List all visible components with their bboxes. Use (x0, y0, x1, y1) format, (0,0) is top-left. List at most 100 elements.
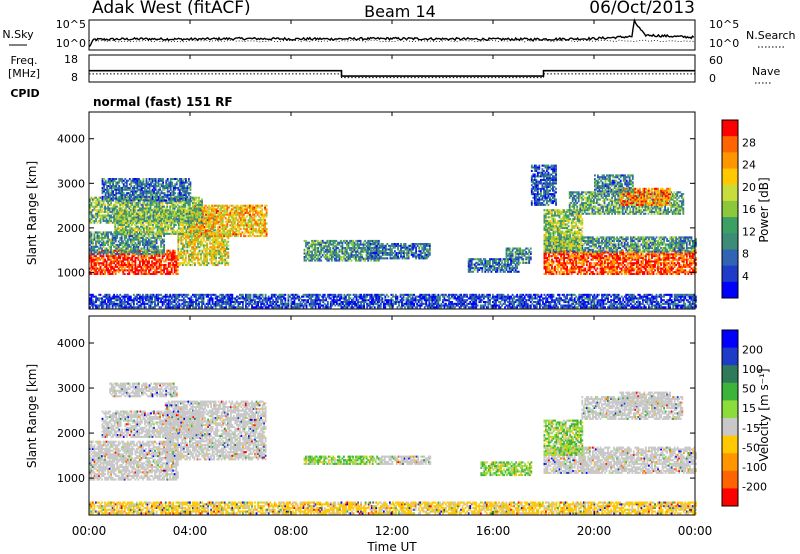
heatmap-cell (107, 219, 110, 222)
heatmap-cell (181, 262, 184, 265)
heatmap-cell (191, 264, 193, 267)
heatmap-cell (187, 225, 189, 228)
heatmap-cell (185, 255, 187, 258)
heatmap-cell (119, 260, 122, 263)
heatmap-cell (162, 179, 165, 182)
heatmap-cell (177, 235, 180, 238)
heatmap-cell (152, 262, 155, 265)
heatmap-cell (122, 262, 125, 265)
noise-right-tick-top: 10^5 (709, 18, 739, 31)
heatmap-cell (125, 256, 128, 259)
heatmap-cell (324, 256, 327, 259)
heatmap-cell (200, 226, 203, 229)
heatmap-cell (162, 186, 165, 189)
heatmap-cell (169, 209, 172, 212)
heatmap-cell (208, 222, 211, 225)
heatmap-cell (99, 252, 102, 255)
heatmap-cell (149, 245, 152, 248)
heatmap-cell (146, 251, 149, 254)
heatmap-cell (167, 219, 170, 222)
heatmap-cell (95, 203, 97, 206)
heatmap-cell (110, 199, 113, 202)
heatmap-cell (95, 205, 97, 208)
heatmap-cell (306, 243, 309, 246)
heatmap-cell (188, 225, 191, 228)
heatmap-cell (117, 260, 120, 263)
heatmap-cell (337, 259, 339, 262)
heatmap-cell (150, 227, 153, 230)
heatmap-cell (175, 183, 178, 186)
heatmap-cell (152, 207, 155, 210)
heatmap-cell (181, 258, 184, 261)
heatmap-cell (179, 223, 182, 226)
heatmap-cell (99, 210, 102, 213)
heatmap-cell (203, 204, 206, 207)
heatmap-cell (149, 209, 152, 212)
heatmap-cell (172, 192, 175, 195)
heatmap-cell (178, 219, 181, 222)
heatmap-cell (147, 181, 149, 184)
heatmap-cell (93, 272, 96, 275)
heatmap-cell (180, 242, 183, 245)
heatmap-cell (332, 254, 335, 257)
heatmap-cell (198, 207, 200, 210)
heatmap-cell (149, 202, 152, 205)
heatmap-cell (169, 216, 172, 219)
heatmap-cell (186, 195, 189, 198)
heatmap-cell (326, 256, 329, 259)
heatmap-cell (337, 247, 339, 250)
heatmap-cell (162, 192, 165, 195)
heatmap-cell (158, 225, 161, 228)
heatmap-cell (137, 271, 140, 274)
heatmap-cell (107, 242, 110, 245)
heatmap-cell (123, 210, 126, 213)
mode-label: normal (fast) 151 RF (93, 95, 233, 109)
heatmap-cell (213, 264, 216, 267)
heatmap-cell (212, 253, 215, 256)
heatmap-cell (102, 231, 105, 234)
heatmap-cell (102, 207, 105, 210)
heatmap-cell (206, 247, 209, 250)
heatmap-cell (138, 197, 140, 200)
heatmap-cell (122, 258, 125, 261)
heatmap-cell (246, 211, 248, 214)
heatmap-cell (142, 207, 144, 210)
heatmap-cell (333, 252, 336, 255)
heatmap-cell (185, 192, 187, 195)
heatmap-cell (93, 202, 96, 205)
heatmap-cell (315, 243, 318, 246)
heatmap-cell (188, 192, 190, 195)
heatmap-cell (181, 221, 184, 224)
heatmap-cell (262, 217, 265, 220)
heatmap-cell (166, 272, 169, 275)
heatmap-cell (132, 216, 135, 219)
heatmap-cell (207, 247, 210, 250)
heatmap-cell (155, 265, 158, 268)
heatmap-cell (113, 188, 116, 191)
heatmap-cell (169, 183, 172, 186)
heatmap-cell (192, 256, 195, 259)
heatmap-cell (120, 247, 123, 250)
heatmap-cell (206, 222, 209, 225)
heatmap-cell (181, 210, 184, 213)
heatmap-cell (229, 204, 232, 207)
heatmap-cell (218, 246, 221, 249)
heatmap-cell (113, 221, 116, 224)
heatmap-cell (98, 209, 100, 212)
heatmap-cell (185, 229, 188, 232)
heatmap-cell (188, 222, 191, 225)
heatmap-cell (155, 269, 158, 272)
heatmap-cell (218, 210, 221, 213)
heatmap-cell (90, 196, 93, 199)
heatmap-cell (134, 236, 137, 239)
heatmap-cell (126, 249, 129, 252)
heatmap-cell (364, 243, 367, 246)
heatmap-cell (141, 227, 144, 230)
heatmap-cell (96, 240, 99, 243)
heatmap-cell (142, 267, 144, 270)
heatmap-cell (246, 222, 248, 225)
heatmap-cell (244, 219, 247, 222)
heatmap-cell (169, 179, 172, 182)
heatmap-cell (192, 207, 194, 210)
heatmap-cell (197, 246, 199, 249)
